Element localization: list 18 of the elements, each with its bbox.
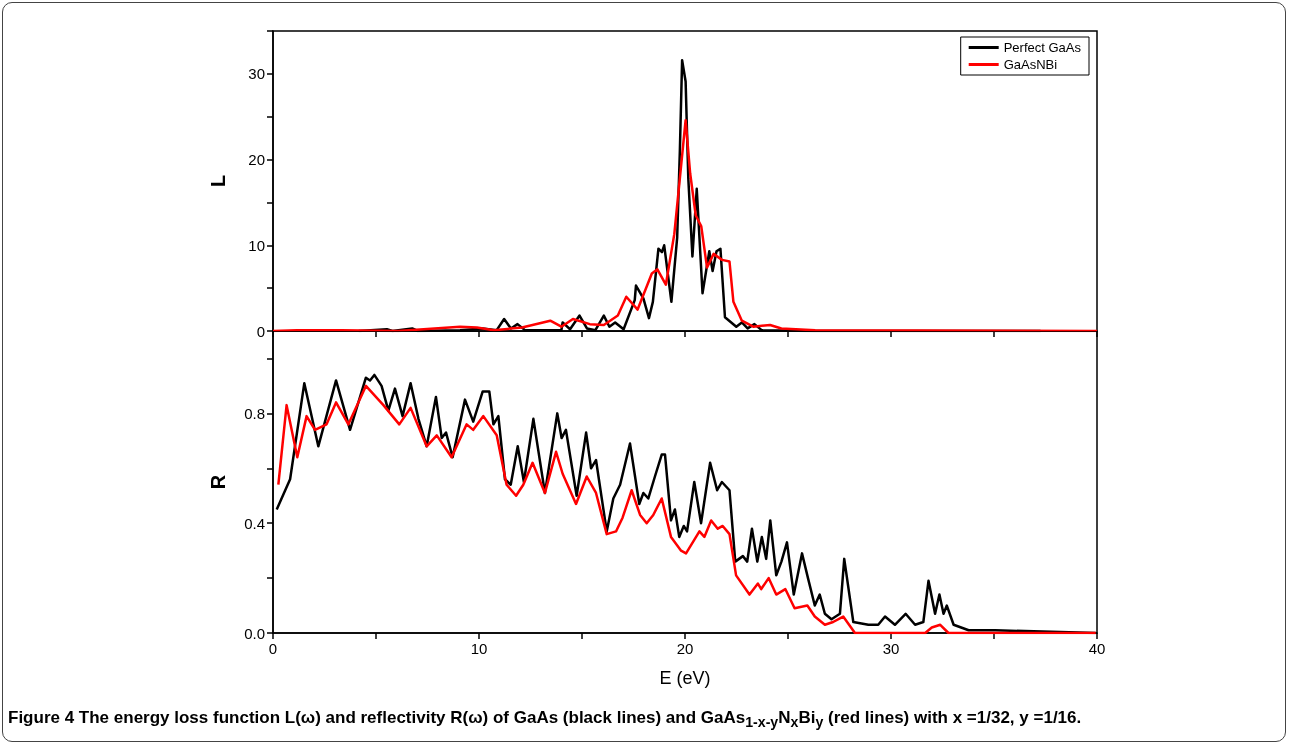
x-tick-label: 20 <box>676 640 694 657</box>
y-tick-label: 0 <box>256 322 265 340</box>
y-tick-label: 10 <box>248 236 265 254</box>
y-tick-label: 20 <box>248 151 265 169</box>
y-tick-label: 30 <box>248 65 265 83</box>
y-axis-title: R <box>207 474 229 490</box>
x-tick-label: 10 <box>470 640 488 657</box>
x-tick-label: 40 <box>1088 640 1106 657</box>
y-tick-label: 0.0 <box>244 624 265 642</box>
legend-label: GaAsNBi <box>1003 57 1058 72</box>
x-tick-label: 30 <box>882 640 900 657</box>
y-tick-label: 0.4 <box>244 514 265 532</box>
x-axis-title: E (eV) <box>659 668 711 688</box>
legend-label: Perfect GaAs <box>1003 40 1082 55</box>
caption: Figure 4 The energy loss function L(ω) and reflectivity R(ω) of GaAs (black lines) and GaAs$_{1-x-y}$N$_{x}$Bi$_{y}$ (red lines) with x =1/32, y =1/16. <box>8 708 1083 731</box>
y-tick-label: 0.8 <box>244 404 265 422</box>
x-tick-label: 0 <box>268 640 278 657</box>
y-axis-title: L <box>207 174 229 188</box>
